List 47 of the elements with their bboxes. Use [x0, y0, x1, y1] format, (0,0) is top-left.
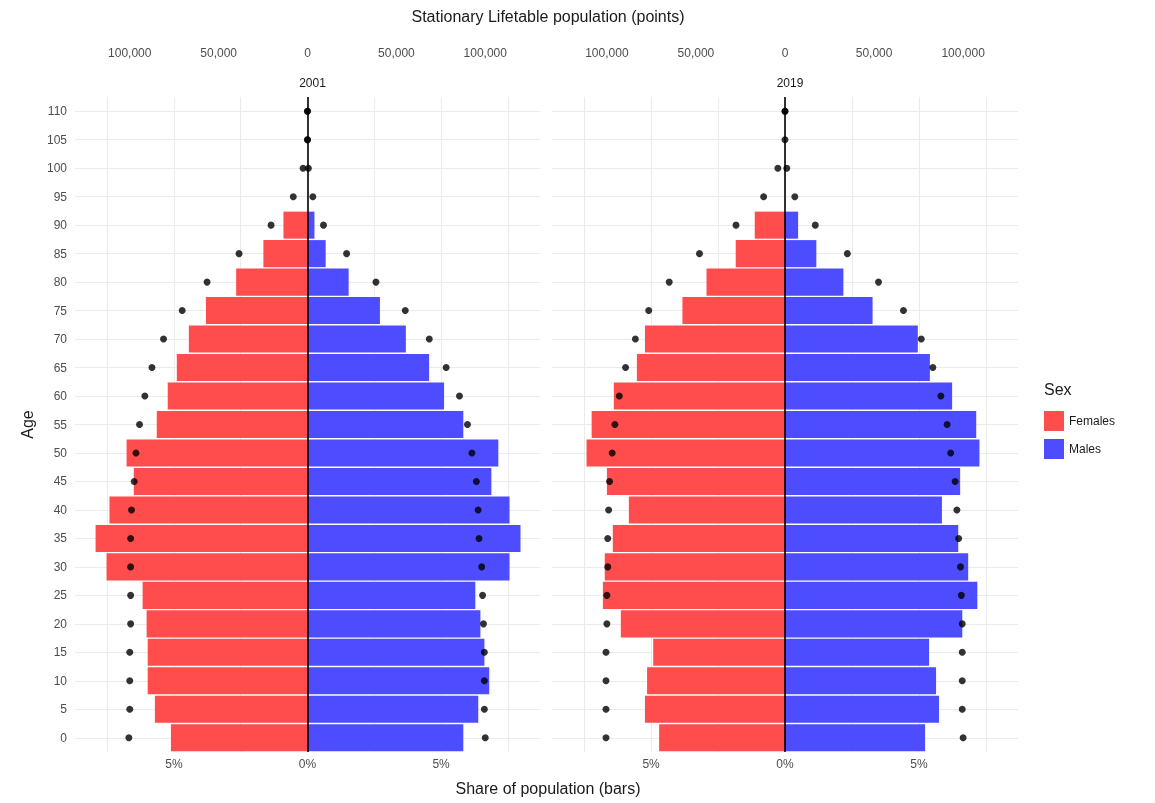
y-tick-label: 75	[53, 303, 68, 318]
x-tick-label: 5%	[910, 757, 928, 771]
y-tick-label: 30	[53, 559, 68, 574]
x2-tick-label: 50,000	[677, 46, 715, 60]
y-tick-label: 5	[60, 702, 68, 717]
x-tick-label: 5%	[165, 757, 183, 771]
legend-label: Males	[1069, 442, 1102, 456]
y-tick-label: 65	[53, 360, 68, 375]
y-tick-label: 25	[53, 588, 68, 603]
y-tick-label: 45	[53, 474, 68, 489]
x2-tick-label: 50,000	[378, 46, 416, 60]
y-tick-label: 90	[53, 218, 68, 233]
y-tick-label: 0	[60, 730, 68, 745]
x-tick-label: 0%	[298, 757, 317, 771]
x-tick-label: 5%	[432, 757, 451, 771]
y-tick-label: 10	[53, 673, 68, 688]
x2-tick-label: 50,000	[855, 46, 893, 60]
y-tick-label: 80	[53, 275, 68, 290]
legend-label: Females	[1069, 414, 1116, 428]
x2-axis-title: Stationary Lifetable population (points)	[410, 8, 686, 26]
y-axis-title: Age	[18, 410, 36, 439]
x2-tick-label: 0	[781, 46, 789, 60]
x2-tick-label: 100,000	[585, 46, 629, 60]
y-tick-label: 85	[53, 246, 68, 261]
chart-title: 2019	[776, 76, 804, 90]
legend-title: Sex	[1044, 380, 1072, 398]
y-tick-label: 40	[53, 502, 68, 517]
x-axis-title: Share of population (bars)	[454, 780, 642, 798]
x-tick-label: 0%	[776, 757, 794, 771]
y-tick-label: 35	[53, 531, 68, 546]
y-tick-label: 100	[46, 161, 68, 176]
x2-tick-label: 100,000	[463, 46, 508, 60]
y-tick-label: 50	[53, 445, 68, 460]
chart-title: 2001	[299, 76, 327, 90]
x2-tick-label: 100,000	[941, 46, 986, 60]
y-tick-label: 60	[53, 389, 68, 404]
y-tick-label: 15	[53, 645, 68, 660]
x-tick-label: 5%	[642, 757, 661, 771]
y-tick-label: 55	[53, 417, 68, 432]
y-tick-label: 95	[53, 189, 68, 204]
x2-tick-label: 50,000	[200, 46, 238, 60]
y-tick-label: 110	[47, 104, 68, 119]
x2-tick-label: 0	[304, 46, 312, 60]
x2-tick-label: 100,000	[108, 46, 152, 60]
y-tick-label: 70	[53, 332, 68, 347]
y-tick-label: 20	[53, 616, 68, 631]
y-tick-label: 105	[46, 132, 68, 147]
